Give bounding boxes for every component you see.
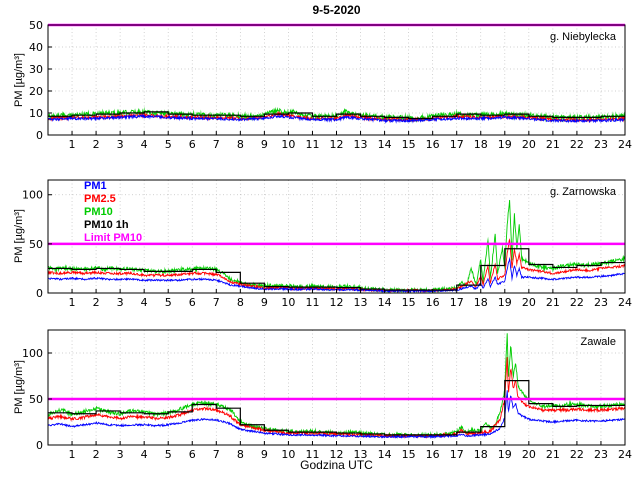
station-label-zawale: Zawale [580,336,616,348]
legend-item-limit: Limit PM10 [84,232,143,244]
station-label-zarnowska: g. Zarnowska [549,186,616,198]
legend-item-pm25: PM2.5 [84,193,116,205]
figure-title: 9-5-2020 [312,3,361,17]
y-axis-label-niebylecka: PM [µg/m³] [13,53,25,108]
y-axis-label-zarnowska: PM [µg/m³] [13,209,25,264]
legend-item-pm1: PM1 [84,180,107,192]
legend: PM1 PM2.5 PM10 PM10 1h Limit PM10 [84,180,142,245]
x-axis-label: Godzina UTC [300,458,373,472]
y-axis-label-zawale: PM [µg/m³] [13,360,25,415]
legend-item-pm10: PM10 [84,206,113,218]
station-label-niebylecka: g. Niebylecka [549,31,616,43]
legend-item-pm10-1h: PM10 1h [84,219,129,231]
